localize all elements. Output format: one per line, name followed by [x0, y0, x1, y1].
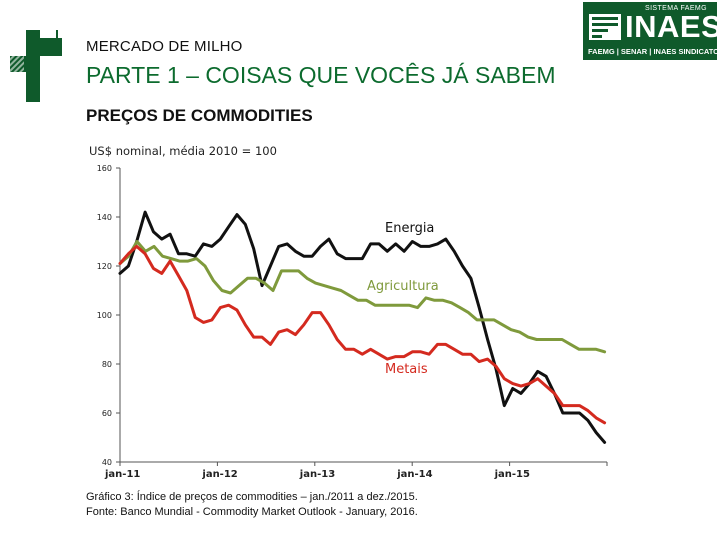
- section-title: PREÇOS DE COMMODITIES: [86, 106, 313, 125]
- x-tick-label: jan-13: [299, 469, 335, 480]
- page-title: PARTE 1 – COISAS QUE VOCÊS JÁ SABEM: [86, 62, 556, 88]
- chart-series-labels: Energia Agricultura Metais: [367, 221, 439, 377]
- series-line-energy: [118, 210, 607, 444]
- inaes-logo-top-text: SISTEMA FAEMG: [645, 5, 707, 12]
- inaes-emblem-icon: [589, 14, 621, 40]
- y-tick-label: 40: [102, 458, 112, 467]
- y-tick-label: 140: [97, 213, 112, 222]
- y-tick-label: 80: [102, 360, 112, 369]
- x-tick-label: jan-12: [201, 469, 237, 480]
- inaes-logo: SISTEMA FAEMG INAES FAEMG | SENAR | INAE…: [583, 2, 720, 60]
- figure-source: Fonte: Banco Mundial - Commodity Market …: [86, 506, 418, 518]
- x-tick-label: jan-14: [396, 469, 432, 480]
- y-tick-label: 100: [97, 311, 112, 320]
- series-label-metals: Metais: [385, 362, 428, 377]
- logo-mark-block-bottom: [26, 72, 40, 102]
- y-tick-label: 120: [97, 262, 112, 271]
- inaes-logo-word: INAES: [625, 9, 720, 44]
- chart-axes: 160 140 120 100 80 60 40 jan-11 jan-12 jan-13 jan-…: [97, 164, 608, 480]
- figure-caption: Gráfico 3: Índice de preços de commoditi…: [86, 491, 418, 503]
- chart-subtitle: US$ nominal, média 2010 = 100: [89, 144, 277, 158]
- logo-mark-block-top: [26, 30, 40, 56]
- logo-mark-hatch: [10, 56, 24, 72]
- y-tick-label: 160: [97, 164, 112, 173]
- x-tick-label: jan-11: [104, 469, 140, 480]
- chart-series-lines: [118, 210, 607, 444]
- series-label-energy: Energia: [385, 221, 434, 236]
- series-label-agriculture: Agricultura: [367, 279, 439, 294]
- x-tick-label: jan-15: [494, 469, 530, 480]
- logo-mark-icon: [10, 30, 62, 102]
- y-tick-label: 60: [102, 409, 112, 418]
- inaes-logo-subtext: FAEMG | SENAR | INAES SINDICATOS: [588, 47, 720, 56]
- series-line-metals: [118, 244, 607, 425]
- series-line-agriculture: [118, 240, 607, 354]
- small-title: MERCADO DE MILHO: [86, 38, 243, 55]
- logo-mark-line: [56, 30, 58, 50]
